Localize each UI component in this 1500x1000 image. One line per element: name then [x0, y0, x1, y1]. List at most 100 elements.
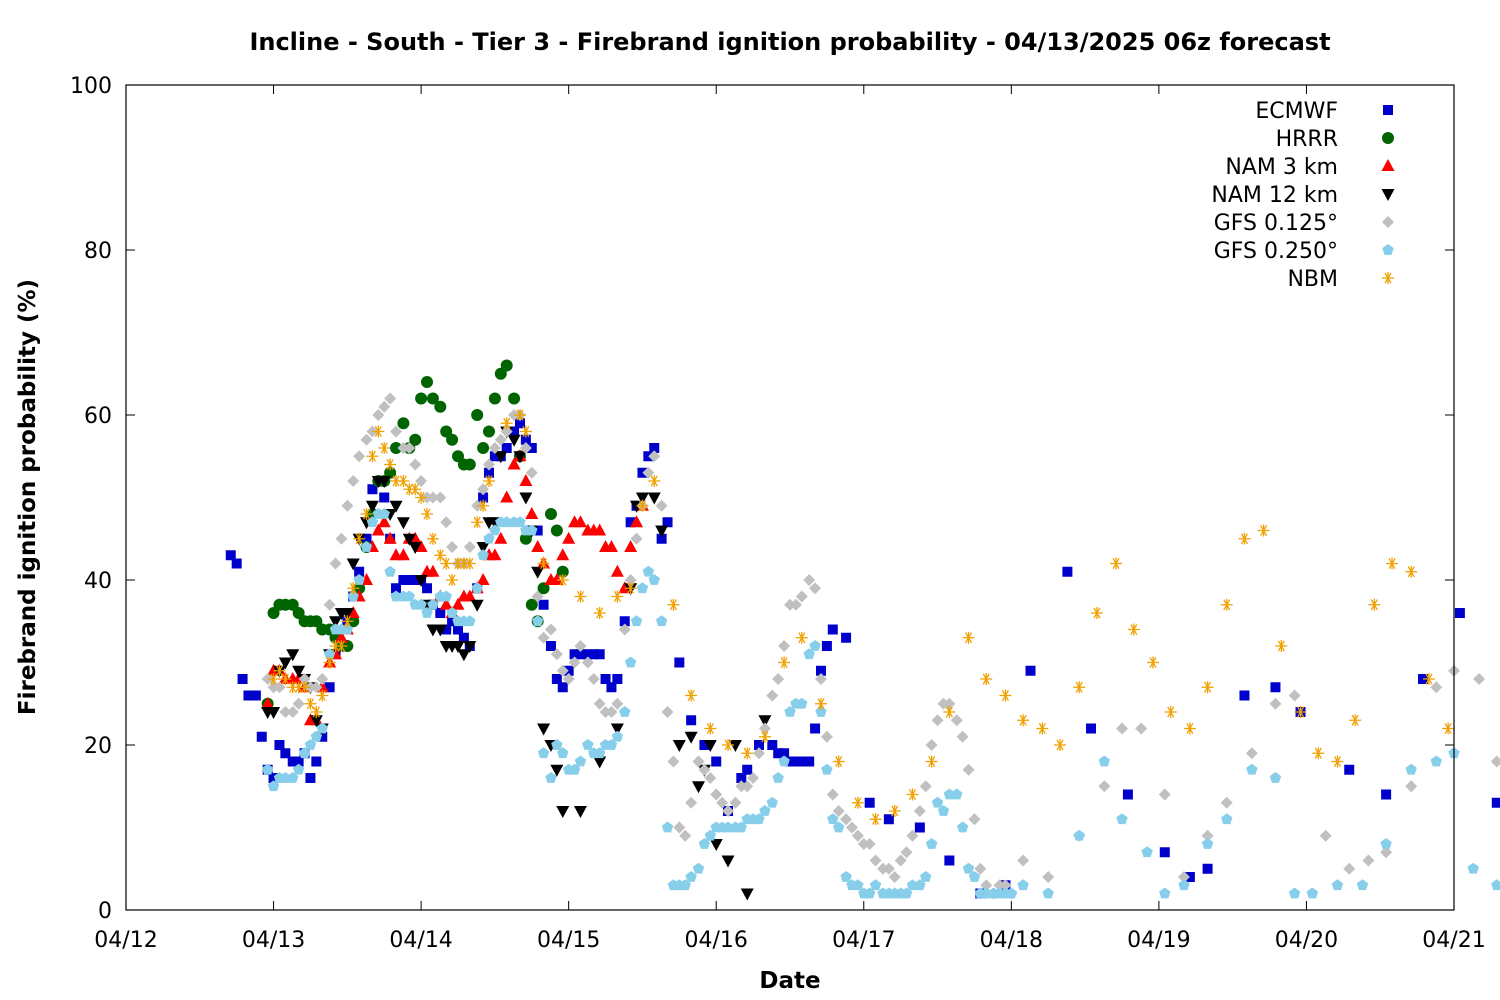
data-point: [267, 707, 281, 719]
data-point: [390, 425, 403, 438]
x-tick-label: 04/13: [242, 928, 305, 953]
data-point: [537, 582, 550, 595]
data-point: [980, 879, 993, 892]
data-point: [863, 838, 876, 850]
data-point: [704, 829, 716, 841]
data-point: [1042, 871, 1055, 883]
data-point: [361, 533, 372, 544]
data-point: [426, 564, 440, 577]
data-point: [471, 582, 483, 594]
data-point: [1025, 665, 1036, 676]
data-point: [279, 772, 292, 783]
data-point: [500, 490, 514, 503]
data-point: [999, 689, 1012, 702]
data-point: [532, 615, 544, 627]
data-point: [477, 442, 490, 454]
data-point: [397, 417, 410, 430]
data-point: [434, 400, 447, 413]
data-point: [575, 649, 586, 660]
data-point: [684, 731, 698, 744]
data-point: [766, 689, 779, 702]
data-point: [931, 714, 944, 727]
data-point: [906, 829, 919, 842]
data-point: [1405, 763, 1417, 775]
data-point: [519, 442, 532, 454]
data-point: [827, 624, 838, 635]
data-point: [471, 409, 484, 421]
data-point: [384, 458, 397, 471]
data-point: [980, 887, 992, 899]
data-point: [440, 590, 452, 602]
data-point: [573, 806, 587, 818]
data-point: [447, 616, 458, 627]
data-point: [537, 631, 550, 644]
data-point: [962, 631, 975, 644]
data-point: [525, 598, 538, 611]
data-point: [1164, 706, 1177, 718]
data-point: [494, 451, 508, 464]
data-point: [488, 548, 502, 561]
data-point: [501, 443, 512, 453]
data-point: [398, 575, 409, 585]
data-point: [661, 706, 674, 718]
y-axis-label: Firebrand ignition probability (%): [15, 279, 41, 715]
data-point: [1331, 755, 1344, 768]
data-point: [280, 748, 291, 759]
data-point: [501, 516, 513, 528]
legend-marker: [1381, 189, 1395, 201]
data-point: [810, 723, 821, 734]
data-point: [250, 690, 261, 701]
chart-title: Incline - South - Tier 3 - Firebrand ign…: [249, 28, 1330, 56]
data-point: [476, 573, 490, 585]
data-point: [925, 838, 938, 849]
data-point: [914, 879, 926, 891]
data-point: [1054, 739, 1067, 751]
data-point: [1220, 796, 1233, 809]
data-point: [593, 523, 607, 536]
data-point: [759, 805, 771, 816]
data-point: [389, 500, 403, 513]
data-point: [341, 615, 354, 628]
data-point: [378, 400, 391, 413]
legend-label: GFS 0.125°: [1214, 211, 1338, 236]
data-point: [329, 557, 342, 570]
data-point: [237, 674, 248, 684]
data-point: [779, 748, 790, 759]
data-point: [784, 706, 796, 717]
data-point: [1183, 722, 1196, 735]
data-point: [1491, 797, 1500, 808]
data-point: [365, 500, 379, 513]
data-point: [1177, 871, 1190, 883]
data-point: [458, 632, 469, 643]
data-point: [287, 772, 299, 783]
data-point: [519, 474, 533, 486]
data-point: [396, 517, 410, 530]
data-point: [323, 656, 336, 669]
data-point: [772, 673, 785, 685]
data-point: [944, 855, 955, 866]
data-point: [1086, 723, 1097, 734]
data-point: [1405, 780, 1418, 793]
data-point: [483, 467, 494, 478]
data-point: [488, 392, 501, 405]
data-point: [1380, 838, 1392, 849]
data-point: [1368, 598, 1381, 611]
data-point: [832, 755, 845, 768]
x-tick-label: 04/19: [1127, 928, 1190, 953]
data-point: [742, 764, 753, 775]
data-point: [722, 805, 735, 817]
data-point: [1422, 673, 1435, 685]
x-tick-label: 04/18: [980, 928, 1043, 953]
data-point: [514, 516, 526, 528]
data-point: [453, 624, 463, 635]
data-point: [379, 492, 390, 503]
data-point: [1239, 690, 1250, 701]
data-point: [624, 540, 638, 552]
data-point: [427, 598, 439, 610]
data-point: [316, 673, 329, 685]
data-point: [353, 532, 366, 545]
data-point: [1146, 656, 1159, 669]
data-point: [672, 740, 686, 752]
data-point: [531, 590, 544, 603]
data-point: [618, 623, 631, 636]
